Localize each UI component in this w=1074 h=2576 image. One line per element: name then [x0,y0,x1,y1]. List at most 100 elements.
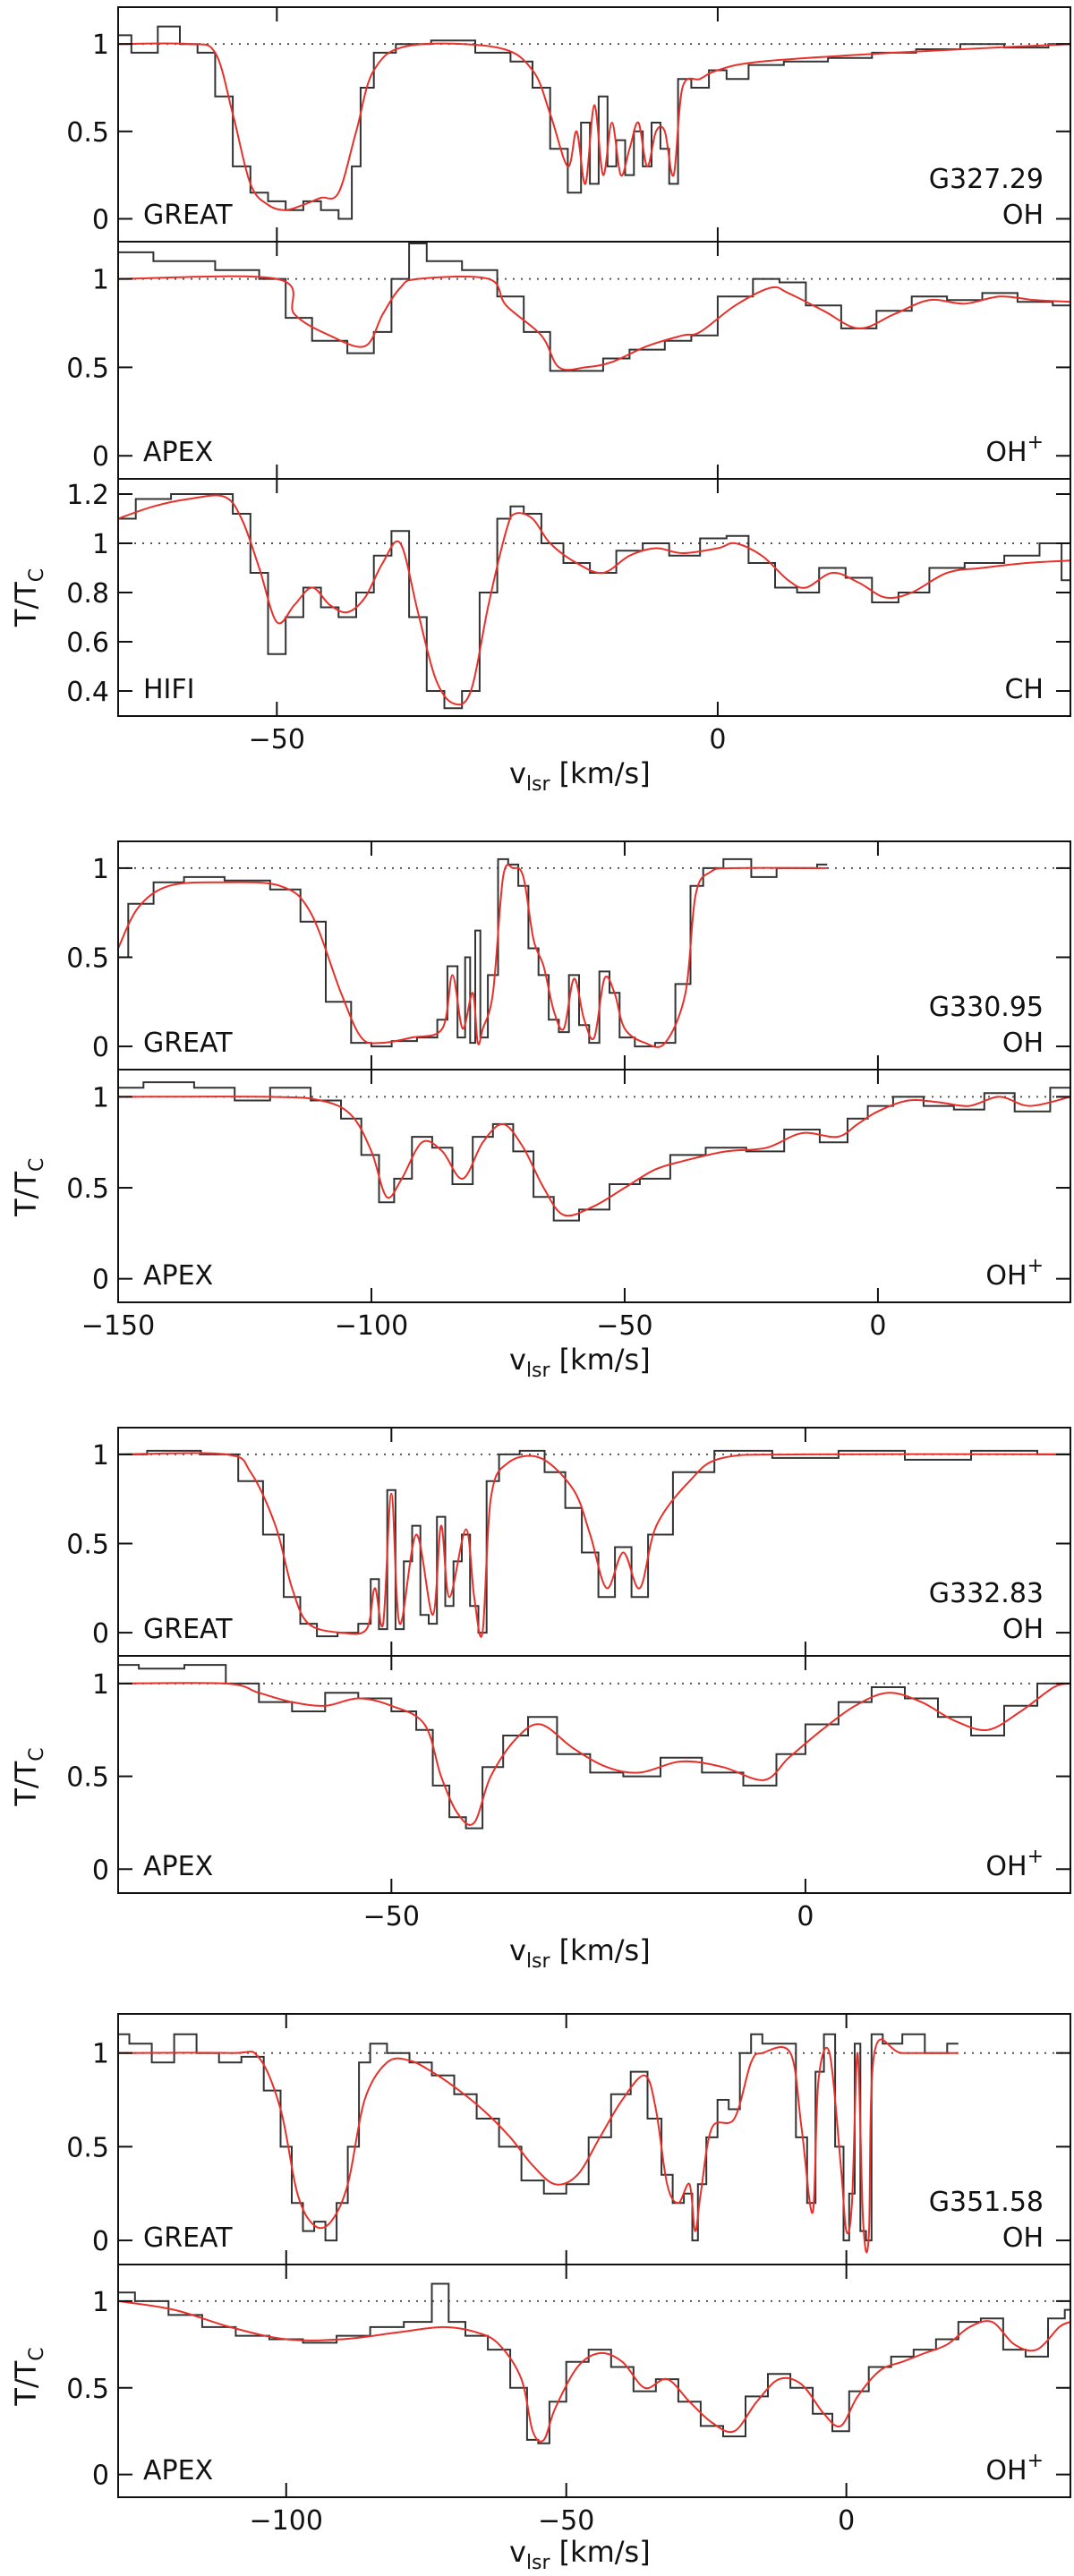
observed-spectrum [118,859,827,1046]
y-tick-label: 0.5 [66,943,109,974]
y-axis-subscript: C [26,1158,48,1172]
panel-apex-oh: 0 0.5 1 APEX OH+ [66,1070,1070,1302]
panel-great-oh: 0 0.5 1 GREAT OH G330.95 [66,841,1070,1070]
y-tick-label: 0.5 [66,1762,109,1794]
x-axis-subscript: lsr [526,1360,551,1382]
x-tick-label: 0 [838,2505,855,2537]
x-tick-label: −50 [363,1901,420,1932]
species-charge: + [1027,1255,1044,1277]
panel-great-oh: 0 0.5 1 GREAT OH G332.83 [66,1428,1070,1656]
model-fit [118,43,1070,209]
x-axis-title: vlsr [km/s] [509,756,651,796]
source-label: G330.95 [929,992,1044,1023]
model-fit [118,495,1070,704]
observed-spectrum [118,2284,1070,2444]
instrument-label: APEX [143,2455,213,2486]
panel-frame [118,1656,1070,1893]
x-axis-subscript: lsr [526,2552,551,2574]
y-tick-label: 0.5 [66,1173,109,1205]
y-tick-label: 1 [92,1082,109,1113]
y-axis-title: T/TC [9,568,48,627]
model-fit [118,1096,1070,1215]
x-axis-title: vlsr [km/s] [509,2535,651,2574]
panel-frame [118,2014,1070,2265]
x-axis-subscript: lsr [526,1950,551,1973]
y-axis-subscript: C [26,2347,48,2360]
observed-spectrum [118,494,1070,708]
y-axis-subscript: C [26,1747,48,1761]
y-tick-label: 0 [92,1265,109,1296]
x-tick-label: 0 [869,1310,886,1342]
x-tick-label: 0 [709,724,726,755]
species-label: OH [1002,200,1044,231]
model-fit [118,277,1070,371]
x-axis-subscript: lsr [526,773,551,796]
y-tick-label: 1 [92,2039,109,2070]
x-axis-title: vlsr [km/s] [509,1933,651,1973]
y-tick-label: 1 [92,854,109,885]
y-tick-label: 0 [92,1618,109,1650]
y-tick-label: 0 [92,2226,109,2257]
x-tick-label: −50 [249,724,305,755]
observed-spectrum [118,243,1070,371]
instrument-label: GREAT [143,1028,233,1059]
y-axis-title: T/TC [9,1158,48,1217]
model-fit [118,2301,1070,2442]
y-tick-label: 0.5 [66,353,109,384]
y-axis-title: T/TC [9,2347,48,2406]
figure: 00.51GREAT OHG327.2900.51APEX OH+0.40.60.8… [0,0,1074,2576]
chart-block-G327.29: 0 0.5 1 GREAT OH G327.29 0 0.5 1 APEX OH+ 0.4 0.6 0.8… [9,7,1070,796]
panel-frame [118,1070,1070,1302]
instrument-label: APEX [143,437,213,468]
y-tick-label: 0 [92,2461,109,2492]
model-fit [118,865,827,1047]
y-tick-label: 0.5 [66,117,109,149]
y-tick-label: 0.6 [66,627,109,659]
x-axis-unit: [km/s] [559,1343,651,1377]
observed-spectrum [118,1082,1070,1221]
species-label: OH+ [985,1255,1044,1292]
y-tick-label: 0.5 [66,2132,109,2163]
panel-frame [118,7,1070,242]
species-charge: + [1027,2450,1044,2472]
y-tick-label: 1 [92,1669,109,1701]
model-fit [118,2040,959,2253]
y-tick-label: 0 [92,441,109,473]
species-label: OH+ [985,2450,1044,2486]
instrument-label: APEX [143,1851,213,1882]
panel-apex-oh: 0 0.5 1 APEX OH+ [66,242,1070,479]
x-axis-unit: [km/s] [559,2535,651,2569]
observed-spectrum [118,1451,1070,1636]
source-label: G327.29 [929,164,1044,195]
species-label: OH [1002,2222,1044,2254]
panel-great-oh: 0 0.5 1 GREAT OH G327.29 [66,7,1070,242]
species-label: CH [1004,674,1044,705]
y-axis-subscript: C [26,568,48,582]
y-tick-label: 0.4 [66,677,109,708]
observed-spectrum [118,1665,1070,1829]
panel-great-oh: 0 0.5 1 GREAT OH G351.58 [66,2014,1070,2265]
species-label: OH+ [985,1846,1044,1882]
source-label: G332.83 [929,1578,1044,1609]
instrument-label: GREAT [143,200,233,231]
species-label: OH [1002,1614,1044,1645]
y-tick-label: 0 [92,1032,109,1063]
y-tick-label: 1.2 [66,480,109,511]
x-tick-label: 0 [797,1901,814,1932]
x-tick-label: −100 [335,1310,408,1342]
y-tick-label: 1 [92,30,109,61]
y-tick-label: 1 [92,2287,109,2318]
species-label: OH [1002,1028,1044,1059]
chart-block-G330.95: 0 0.5 1 GREAT OH G330.95 0 0.5 1 APEX OH+ −150 −100 −… [9,841,1070,1382]
species-label: OH+ [985,431,1044,468]
y-tick-label: 0.8 [66,578,109,610]
instrument-label: HIFI [143,674,195,705]
y-tick-label: 0 [92,204,109,235]
x-tick-label: −50 [596,1310,652,1342]
panel-apex-oh: 0 0.5 1 APEX OH+ [66,2265,1070,2497]
species-charge: + [1027,431,1044,454]
panel-hifi-ch: 0.4 0.6 0.8 1 1.2 HIFI CH [66,479,1070,716]
x-axis-title: vlsr [km/s] [509,1343,651,1382]
